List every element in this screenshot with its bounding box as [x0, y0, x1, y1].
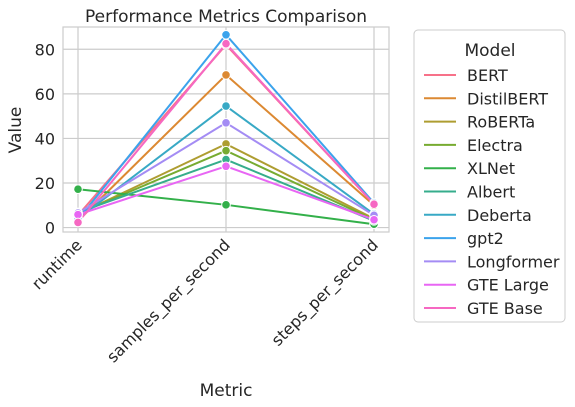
y-tick-label: 0: [45, 219, 55, 238]
series-markers: [73, 29, 379, 230]
legend-label: Longformer: [467, 252, 560, 271]
legend-label: RoBERTa: [467, 113, 535, 132]
legend-label: GTE Base: [467, 299, 543, 318]
legend-label: gpt2: [467, 229, 504, 248]
y-axis-ticks: 0 20 40 60 80: [35, 40, 55, 237]
legend-items: BERT DistilBERT RoBERTa Electra XLNet Albert D…: [424, 66, 560, 318]
data-point: [221, 145, 231, 156]
legend-title: Model: [464, 41, 515, 61]
data-point: [369, 214, 379, 225]
data-point: [369, 199, 379, 209]
legend: Model BERT DistilBERT RoBERTa Electra XLNet A…: [413, 29, 566, 323]
data-point: [221, 161, 231, 172]
x-axis-label: Metric: [200, 381, 253, 401]
y-tick-label: 40: [35, 129, 55, 148]
data-point: [221, 29, 231, 40]
legend-label: Deberta: [467, 206, 532, 225]
y-tick-label: 60: [35, 85, 55, 104]
data-point: [221, 118, 231, 128]
legend-label: Albert: [467, 183, 515, 202]
legend-label: XLNet: [467, 159, 515, 178]
legend-label: GTE Large: [467, 276, 549, 295]
data-point: [221, 200, 231, 210]
legend-label: Electra: [467, 136, 523, 155]
data-point: [221, 101, 231, 111]
legend-label: BERT: [467, 66, 508, 85]
legend-label: DistilBERT: [467, 89, 548, 108]
chart-title: Performance Metrics Comparison: [85, 7, 367, 27]
plot-area: [62, 26, 390, 233]
data-point: [221, 70, 231, 80]
y-tick-label: 80: [35, 40, 55, 59]
y-axis-label: Value: [6, 107, 26, 154]
data-point: [73, 184, 83, 195]
data-point: [73, 217, 83, 228]
legend-box: [413, 29, 566, 323]
data-point: [221, 38, 231, 49]
y-tick-label: 20: [35, 174, 55, 193]
